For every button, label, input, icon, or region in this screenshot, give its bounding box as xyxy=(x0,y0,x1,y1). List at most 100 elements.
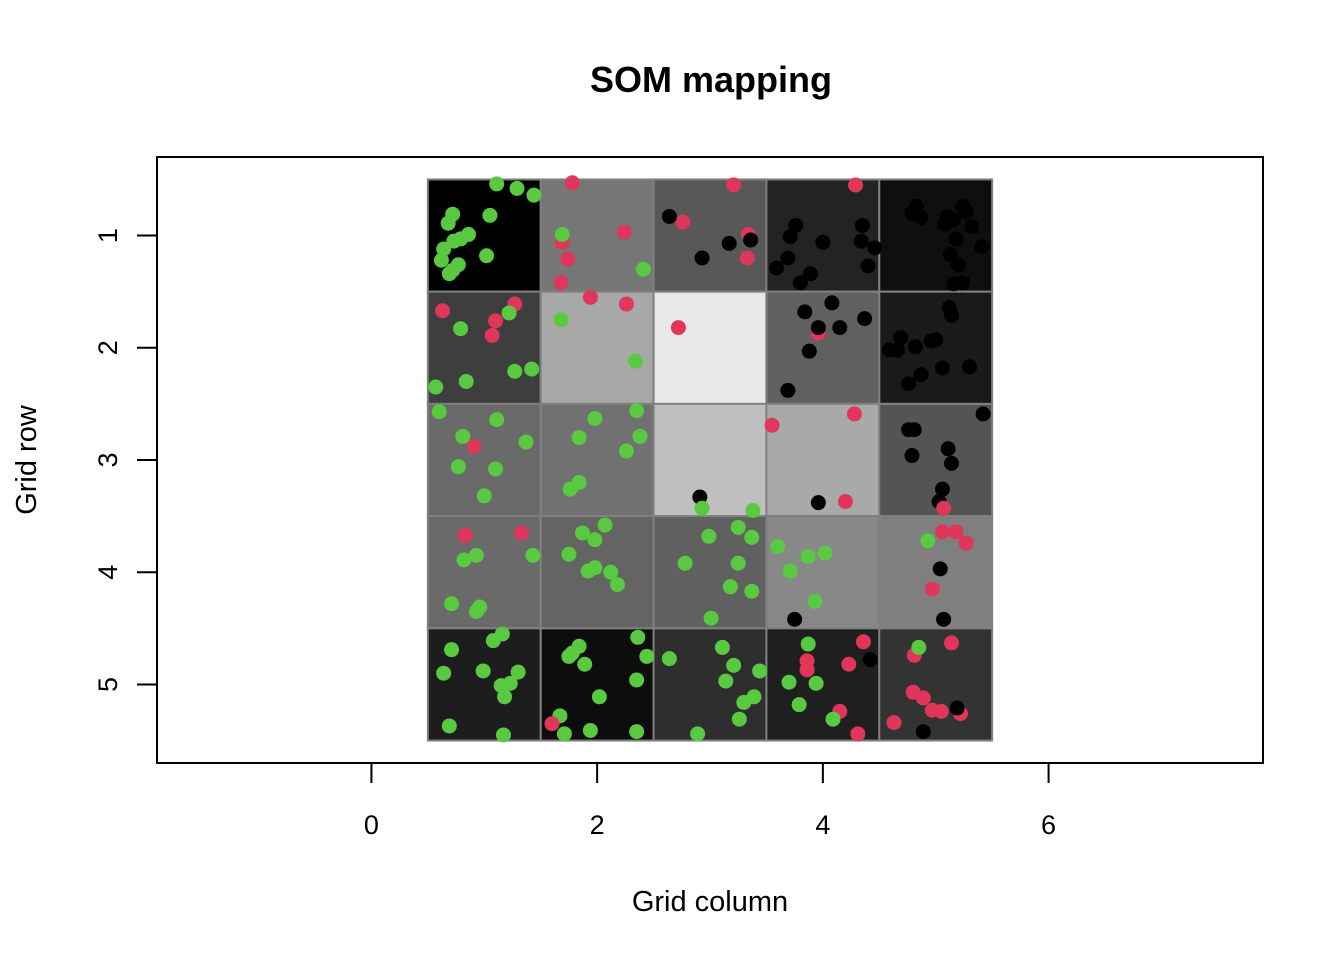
sample-point-green xyxy=(525,547,541,563)
som-cell-r1-c5 xyxy=(878,178,994,293)
y-tick-label: 3 xyxy=(93,452,123,467)
sample-point-red xyxy=(544,716,560,732)
y-tick-label: 1 xyxy=(93,228,123,243)
y-axis-label: Grid row xyxy=(11,404,43,515)
som-cell-r3-c3 xyxy=(652,402,768,518)
sample-point-green xyxy=(722,579,738,595)
sample-point-black xyxy=(862,652,878,668)
sample-point-green xyxy=(752,663,768,679)
sample-point-green xyxy=(440,215,456,231)
sample-point-green xyxy=(450,459,466,475)
sample-point-green xyxy=(518,434,534,450)
chart-title: SOM mapping xyxy=(590,59,832,100)
sample-point-green xyxy=(603,564,619,580)
sample-point-black xyxy=(962,359,978,375)
sample-point-red xyxy=(855,634,871,650)
sample-point-black xyxy=(810,495,826,511)
sample-point-green xyxy=(562,481,578,497)
sample-point-black xyxy=(857,311,873,327)
sample-point-black xyxy=(832,320,848,336)
sample-point-black xyxy=(802,266,818,282)
sample-point-green xyxy=(703,610,719,626)
sample-point-red xyxy=(944,635,960,651)
sample-point-green xyxy=(825,711,841,727)
sample-point-red xyxy=(618,296,634,312)
sample-point-black xyxy=(934,360,950,376)
sample-point-green xyxy=(509,180,525,196)
sample-point-green xyxy=(582,722,598,738)
y-axis: 1 2 3 4 5 xyxy=(93,228,158,692)
sample-point-black xyxy=(901,376,917,392)
sample-point-green xyxy=(468,547,484,563)
sample-point-green xyxy=(661,651,677,667)
sample-point-red xyxy=(484,327,500,343)
sample-point-red xyxy=(948,524,964,540)
sample-point-black xyxy=(975,406,991,422)
sample-point-red xyxy=(764,417,780,433)
sample-point-black xyxy=(940,441,956,457)
sample-point-black xyxy=(936,611,952,627)
y-tick-label: 4 xyxy=(93,565,123,580)
sample-point-green xyxy=(580,563,596,579)
sample-point-green xyxy=(920,533,936,549)
sample-point-red xyxy=(958,535,974,551)
sample-point-black xyxy=(801,343,817,359)
sample-point-black xyxy=(692,489,708,505)
sample-point-green xyxy=(524,361,540,377)
sample-point-green xyxy=(577,656,593,672)
sample-point-red xyxy=(799,662,815,678)
sample-point-green xyxy=(458,373,474,389)
sample-point-black xyxy=(889,342,905,358)
sample-point-green xyxy=(479,248,495,264)
sample-point-green xyxy=(554,226,570,242)
sample-point-black xyxy=(964,219,980,235)
sample-point-black xyxy=(928,332,944,348)
som-cell-r5-c3 xyxy=(652,627,768,742)
sample-point-green xyxy=(731,711,747,727)
sample-point-green xyxy=(444,642,460,658)
sample-point-green xyxy=(489,176,505,192)
sample-point-green xyxy=(635,261,651,277)
sample-point-green xyxy=(808,675,824,691)
sample-point-black xyxy=(792,275,808,291)
sample-point-black xyxy=(721,235,737,251)
sample-point-green xyxy=(782,563,798,579)
x-tick-label: 6 xyxy=(1041,810,1056,840)
sample-point-black xyxy=(913,367,929,383)
sample-point-green xyxy=(476,488,492,504)
sample-point-green xyxy=(632,428,648,444)
sample-point-black xyxy=(661,208,677,224)
sample-point-black xyxy=(932,561,948,577)
sample-point-black xyxy=(937,216,953,232)
sample-point-green xyxy=(817,545,833,561)
sample-point-green xyxy=(800,549,816,565)
sample-point-green xyxy=(456,552,472,568)
sample-point-black xyxy=(787,611,803,627)
sample-point-red xyxy=(514,525,530,541)
sample-point-green xyxy=(489,412,505,428)
sample-point-black xyxy=(946,276,962,292)
sample-point-green xyxy=(791,697,807,713)
mapped-samples xyxy=(428,175,991,743)
sample-point-green xyxy=(453,321,469,337)
sample-point-red xyxy=(915,690,931,706)
sample-point-black xyxy=(810,320,826,336)
sample-point-black xyxy=(782,229,798,245)
sample-point-red xyxy=(726,177,742,193)
sample-point-green xyxy=(574,525,590,541)
sample-point-green xyxy=(561,546,577,562)
sample-point-green xyxy=(501,305,517,321)
sample-point-black xyxy=(780,382,796,398)
sample-point-red xyxy=(616,224,632,240)
sample-point-black xyxy=(824,295,840,311)
sample-point-green xyxy=(807,593,823,609)
sample-point-green xyxy=(597,517,613,533)
sample-point-black xyxy=(904,448,920,464)
sample-point-green xyxy=(730,555,746,571)
sample-point-red xyxy=(924,581,940,597)
sample-point-red xyxy=(850,726,866,742)
sample-point-green xyxy=(726,657,742,673)
sample-point-black xyxy=(942,247,958,263)
x-axis-label: Grid column xyxy=(632,886,788,918)
sample-point-green xyxy=(629,672,645,688)
